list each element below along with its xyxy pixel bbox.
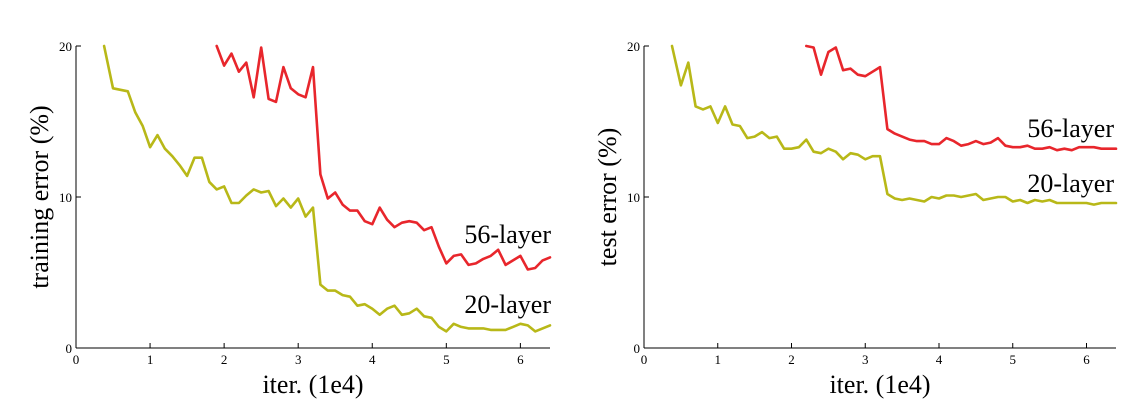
train-y-tick-label: 0 bbox=[66, 341, 73, 356]
train-x-tick-label: 0 bbox=[73, 352, 80, 367]
train-x-tick-label: 1 bbox=[147, 352, 154, 367]
train-x-axis-title: iter. (1e4) bbox=[262, 370, 363, 399]
train-series-label-56-layer: 56-layer bbox=[464, 220, 551, 249]
test-series-line-56-layer bbox=[804, 44, 1118, 152]
test-x-tick-label: 3 bbox=[862, 352, 869, 367]
train-x-tick-label: 5 bbox=[443, 352, 450, 367]
test-x-tick-label: 1 bbox=[715, 352, 722, 367]
train-series-label-20-layer: 20-layer bbox=[464, 290, 551, 319]
train-y-tick-label: 20 bbox=[59, 39, 72, 54]
test-series-line-20-layer bbox=[670, 44, 1118, 206]
test-x-tick-label: 0 bbox=[641, 352, 648, 367]
test-x-axis-title: iter. (1e4) bbox=[829, 370, 930, 399]
test-x-tick-label: 6 bbox=[1083, 352, 1090, 367]
train-y-axis-title: training error (%) bbox=[25, 105, 54, 288]
train-x-tick-label: 3 bbox=[295, 352, 302, 367]
test-x-tick-label: 5 bbox=[1010, 352, 1017, 367]
test-x-tick-label: 2 bbox=[788, 352, 795, 367]
test-y-tick-label: 0 bbox=[634, 341, 641, 356]
train-y-tick-label: 10 bbox=[59, 190, 72, 205]
test-y-axis-title: test error (%) bbox=[593, 128, 622, 267]
test-series-label-56-layer: 56-layer bbox=[1027, 114, 1114, 143]
train-x-tick-label: 4 bbox=[369, 352, 376, 367]
train-series-line-20-layer bbox=[102, 44, 552, 333]
test-error-chart: 0 1 2 3 4 5 6 0 10 20 iter. (1e4) test error (%) 56-… bbox=[593, 39, 1118, 399]
test-series-label-20-layer: 20-layer bbox=[1027, 169, 1114, 198]
train-x-tick-label: 6 bbox=[517, 352, 524, 367]
test-y-tick-label: 10 bbox=[627, 190, 640, 205]
test-y-tick-label: 20 bbox=[627, 39, 640, 54]
train-series-line-56-layer bbox=[215, 44, 552, 271]
training-error-chart: 0 1 2 3 4 5 6 0 10 20 iter. (1e4) training error (%… bbox=[25, 39, 551, 399]
train-x-tick-label: 2 bbox=[221, 352, 228, 367]
test-x-tick-label: 4 bbox=[936, 352, 943, 367]
